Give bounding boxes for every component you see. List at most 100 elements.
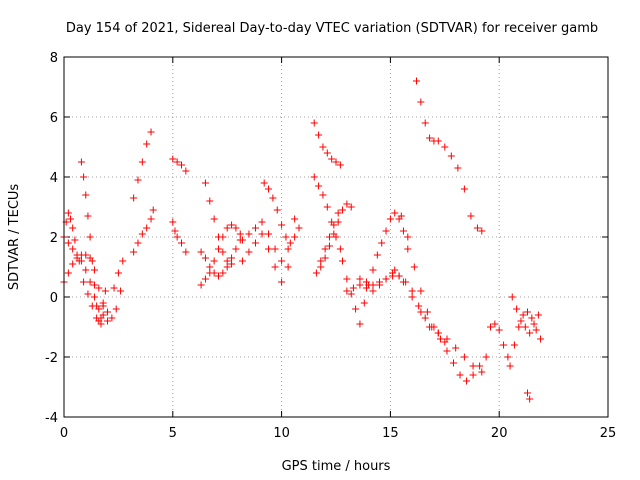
data-point xyxy=(526,329,534,337)
data-point xyxy=(82,251,90,259)
data-point xyxy=(460,185,468,193)
data-point xyxy=(478,368,486,376)
data-point xyxy=(408,287,416,295)
data-point xyxy=(238,257,246,265)
data-point xyxy=(452,344,460,352)
data-point xyxy=(269,194,277,202)
data-point xyxy=(169,218,177,226)
data-point xyxy=(413,77,421,85)
data-point xyxy=(347,203,355,211)
data-point xyxy=(64,239,72,247)
data-point xyxy=(517,317,525,325)
data-point xyxy=(404,233,412,241)
data-point xyxy=(134,239,142,247)
data-point xyxy=(356,281,364,289)
data-point xyxy=(119,257,127,265)
data-point xyxy=(336,161,344,169)
data-point xyxy=(64,209,72,217)
data-point xyxy=(265,230,273,238)
data-point xyxy=(310,119,318,127)
data-point xyxy=(214,245,222,253)
data-point xyxy=(295,224,303,232)
data-point xyxy=(258,218,266,226)
data-point xyxy=(339,206,347,214)
data-point xyxy=(352,305,360,313)
data-point xyxy=(526,395,534,403)
data-point xyxy=(315,182,323,190)
data-point xyxy=(500,341,508,349)
data-point xyxy=(343,200,351,208)
chart-title: Day 154 of 2021, Sidereal Day-to-day VTE… xyxy=(66,21,598,36)
data-point xyxy=(93,302,101,310)
data-point xyxy=(73,251,81,259)
data-point xyxy=(84,290,92,298)
data-point xyxy=(80,278,88,286)
data-point xyxy=(521,323,529,331)
data-point xyxy=(450,359,458,367)
data-point xyxy=(415,302,423,310)
data-point xyxy=(310,173,318,181)
data-point xyxy=(486,323,494,331)
x-tick-label: 5 xyxy=(169,426,177,441)
data-point xyxy=(404,245,412,253)
data-point xyxy=(532,326,540,334)
data-point xyxy=(147,128,155,136)
data-point xyxy=(347,290,355,298)
data-point xyxy=(110,284,118,292)
data-point xyxy=(228,260,236,268)
data-point xyxy=(323,203,331,211)
data-point xyxy=(469,362,477,370)
data-point xyxy=(356,275,364,283)
data-point xyxy=(434,329,442,337)
y-tick-label: 0 xyxy=(50,291,58,306)
x-tick-label: 0 xyxy=(60,426,68,441)
data-points xyxy=(60,77,545,403)
data-point xyxy=(317,263,325,271)
data-point xyxy=(378,239,386,247)
data-point xyxy=(104,308,112,316)
data-point xyxy=(282,233,290,241)
data-point xyxy=(417,308,425,316)
data-point xyxy=(325,242,333,250)
data-point xyxy=(369,266,377,274)
data-point xyxy=(515,323,523,331)
data-point xyxy=(323,149,331,157)
data-point xyxy=(399,278,407,286)
data-point xyxy=(473,224,481,232)
data-point xyxy=(312,269,320,277)
data-point xyxy=(219,269,227,277)
data-point xyxy=(463,377,471,385)
data-point xyxy=(330,221,338,229)
data-point xyxy=(334,209,342,217)
data-point xyxy=(382,227,390,235)
data-point xyxy=(201,179,209,187)
data-point xyxy=(443,335,451,343)
data-point xyxy=(343,275,351,283)
data-point xyxy=(232,245,240,253)
data-point xyxy=(286,239,294,247)
data-point xyxy=(223,224,231,232)
data-point xyxy=(317,257,325,265)
data-point xyxy=(178,161,186,169)
data-point xyxy=(69,260,77,268)
data-point xyxy=(528,314,536,322)
data-point xyxy=(362,278,370,286)
data-point xyxy=(265,245,273,253)
data-point xyxy=(434,137,442,145)
data-point xyxy=(343,287,351,295)
data-point xyxy=(114,269,122,277)
data-point xyxy=(251,224,259,232)
data-point xyxy=(69,224,77,232)
x-tick-label: 10 xyxy=(273,426,290,441)
data-point xyxy=(417,287,425,295)
data-point xyxy=(210,215,218,223)
x-tick-label: 20 xyxy=(491,426,508,441)
data-point xyxy=(86,278,94,286)
data-point xyxy=(173,158,181,166)
data-point xyxy=(223,263,231,271)
data-point xyxy=(504,353,512,361)
data-point xyxy=(325,233,333,241)
data-point xyxy=(519,311,527,319)
data-point xyxy=(69,245,77,253)
